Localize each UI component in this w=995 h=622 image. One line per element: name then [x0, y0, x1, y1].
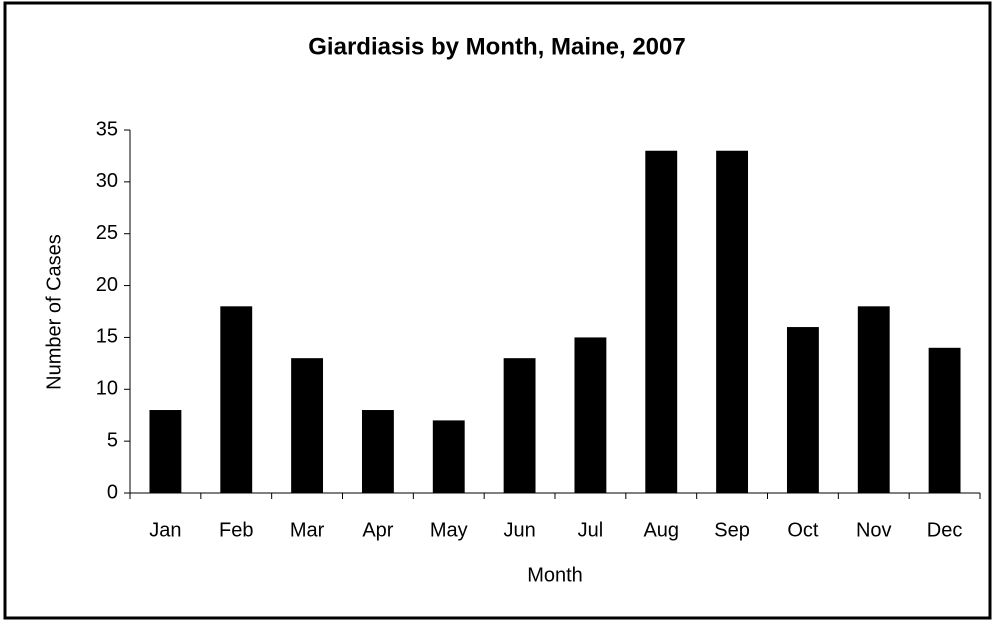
x-tick-label: Jun — [503, 519, 535, 541]
bar — [857, 306, 890, 493]
chart-title: Giardiasis by Month, Maine, 2007 — [308, 33, 685, 60]
y-tick-label: 0 — [107, 481, 118, 503]
x-tick-label: Feb — [219, 519, 253, 541]
x-tick-label: Aug — [643, 519, 679, 541]
bar — [716, 150, 749, 493]
bar — [220, 306, 253, 493]
x-tick-label: Jul — [578, 519, 604, 541]
y-tick-label: 10 — [96, 378, 118, 400]
y-tick-label: 35 — [96, 118, 118, 140]
x-tick-label: May — [430, 519, 468, 541]
bar — [432, 420, 465, 493]
y-tick-label: 5 — [107, 429, 118, 451]
x-tick-label: Apr — [362, 519, 393, 541]
x-tick-label: Dec — [927, 519, 963, 541]
y-axis-label: Number of Cases — [43, 234, 65, 390]
bar — [928, 347, 961, 493]
y-tick-label: 25 — [96, 222, 118, 244]
x-tick-label: Sep — [714, 519, 750, 541]
bar — [645, 150, 678, 493]
x-tick-label: Oct — [787, 519, 819, 541]
x-tick-label: Nov — [856, 519, 892, 541]
x-tick-label: Jan — [149, 519, 181, 541]
bar — [503, 358, 536, 493]
y-tick-label: 30 — [96, 170, 118, 192]
bar — [574, 337, 607, 493]
y-tick-label: 20 — [96, 274, 118, 296]
x-axis-label: Month — [527, 564, 583, 586]
chart-frame — [3, 1, 992, 620]
bar — [149, 410, 182, 493]
bar — [291, 358, 324, 493]
bar — [786, 327, 819, 493]
bar — [361, 410, 394, 493]
x-tick-label: Mar — [290, 519, 325, 541]
y-tick-label: 15 — [96, 326, 118, 348]
